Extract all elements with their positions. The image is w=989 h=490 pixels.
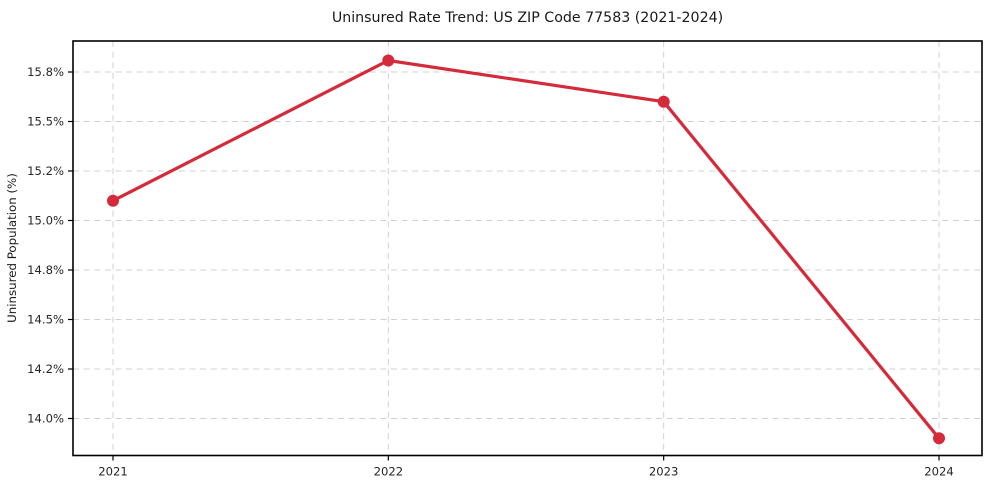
chart-title: Uninsured Rate Trend: US ZIP Code 77583 … [332,10,723,26]
x-tick-label: 2024 [924,465,954,479]
y-tick-label: 14.0% [27,412,64,426]
y-tick-label: 14.8% [27,263,64,277]
data-point-2022 [382,54,395,67]
y-tick-label: 14.5% [27,313,64,327]
y-tick-label: 14.2% [27,362,64,376]
y-tick-label: 15.0% [27,214,64,228]
series-layer [107,54,945,445]
y-tick-label: 15.8% [27,65,64,79]
y-tick-label: 15.2% [27,164,64,178]
x-tick-label: 2021 [98,465,128,479]
data-point-2023 [657,95,670,108]
x-tick-label: 2023 [649,465,679,479]
trend-line [111,58,941,440]
axis-layer: 15.8% 15.5% 15.2% 15.0% 14.8% 14.5% 14.2% 14.0%… [27,40,983,479]
data-point-2024 [933,432,945,445]
x-tick-label: 2022 [374,465,404,479]
y-axis-label: Uninsured Population (%) [5,173,19,323]
grid-layer [73,41,982,456]
data-point-2021 [107,194,119,207]
y-tick-label: 15.5% [27,115,64,129]
plot-border [72,40,983,457]
